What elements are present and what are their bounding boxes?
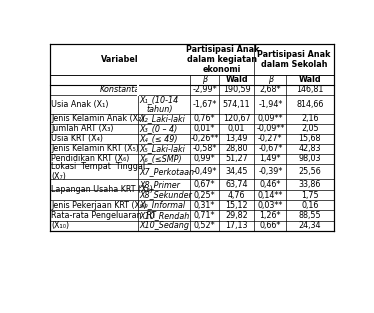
Text: 88,55: 88,55 [298,211,321,220]
Text: 29,82: 29,82 [225,211,248,220]
Text: 0,67*: 0,67* [194,180,215,189]
Text: 120,67: 120,67 [223,114,251,123]
Text: 15,68: 15,68 [298,134,321,143]
Text: -0,58*: -0,58* [192,144,217,153]
Text: 13,49: 13,49 [226,134,248,143]
Text: 0,99*: 0,99* [194,154,215,163]
Text: 0,14**: 0,14** [258,191,283,199]
Text: X₅_Laki-laki: X₅_Laki-laki [140,144,186,153]
Text: -0,49*: -0,49* [192,167,217,176]
Text: 0,03**: 0,03** [258,201,283,209]
Text: 98,03: 98,03 [298,154,321,163]
Text: 17,13: 17,13 [226,221,248,230]
Text: X₂_Laki-laki: X₂_Laki-laki [140,114,186,123]
Text: X8_Primer: X8_Primer [140,180,181,189]
Text: 42,83: 42,83 [298,144,321,153]
Text: β: β [202,75,207,84]
Text: Jenis Kelamin KRT (X₅): Jenis Kelamin KRT (X₅) [51,144,139,153]
Text: 28,80: 28,80 [226,144,248,153]
Text: Usia KRT (X₄): Usia KRT (X₄) [51,134,103,143]
Text: 0,66*: 0,66* [260,221,281,230]
Text: 0,76*: 0,76* [194,114,215,123]
Text: X10_Rendah: X10_Rendah [140,211,190,220]
Text: 0,25*: 0,25* [194,191,215,199]
Text: Jenis Pekerjaan KRT (X₉): Jenis Pekerjaan KRT (X₉) [51,201,147,209]
Text: Jumlah ART (X₃): Jumlah ART (X₃) [51,124,114,133]
Text: 190,59: 190,59 [223,85,251,95]
Text: Pendidikan KRT (X₆): Pendidikan KRT (X₆) [51,154,130,163]
Text: X₄_(≤ 49): X₄_(≤ 49) [140,134,178,143]
Text: Wald: Wald [225,75,248,84]
Text: 2,68*: 2,68* [260,85,281,95]
Text: Lapangan Usaha KRT (X₈): Lapangan Usaha KRT (X₈) [51,185,153,194]
Text: 4,76: 4,76 [228,191,245,199]
Text: Lokasi  Tempat  Tinggal
(X₇): Lokasi Tempat Tinggal (X₇) [51,162,145,181]
Text: 0,16: 0,16 [301,201,319,209]
Text: 0,71*: 0,71* [194,211,215,220]
Text: -0,26**: -0,26** [190,134,219,143]
Text: X₉_Informal: X₉_Informal [140,201,186,209]
Text: 574,11: 574,11 [223,100,251,109]
Text: 0,52*: 0,52* [194,221,215,230]
Text: 0,09**: 0,09** [258,114,283,123]
Text: 33,86: 33,86 [299,180,321,189]
Text: 51,27: 51,27 [225,154,248,163]
Text: Variabel: Variabel [101,55,139,64]
Text: 15,12: 15,12 [225,201,248,209]
Text: Usia Anak (X₁): Usia Anak (X₁) [51,100,109,109]
Text: 0,01*: 0,01* [194,124,215,133]
Text: Wald: Wald [298,75,321,84]
Text: 63,74: 63,74 [226,180,248,189]
Text: 24,34: 24,34 [298,221,321,230]
Text: X8_Sekunder: X8_Sekunder [140,191,193,199]
Text: 814,66: 814,66 [296,100,324,109]
Text: Jenis Kelamin Anak (X₂): Jenis Kelamin Anak (X₂) [51,114,145,123]
Text: 25,56: 25,56 [298,167,321,176]
Text: 34,45: 34,45 [226,167,248,176]
Text: 2,05: 2,05 [301,124,319,133]
Text: β: β [268,75,273,84]
Text: X7_Perkotaan: X7_Perkotaan [140,167,195,176]
Text: Partisipasi Anak
dalam kegiatan
ekonomi: Partisipasi Anak dalam kegiatan ekonomi [186,44,259,74]
Text: -0,67*: -0,67* [258,144,282,153]
Text: 0,31*: 0,31* [194,201,215,209]
Text: 1,26*: 1,26* [260,211,281,220]
Text: Rata-rata Pengeluaran  RT
(X₁₀): Rata-rata Pengeluaran RT (X₁₀) [51,211,157,230]
Text: 0,46*: 0,46* [260,180,281,189]
Text: 1,75: 1,75 [301,191,319,199]
Text: 146,81: 146,81 [296,85,324,95]
Text: -1,67*: -1,67* [192,100,217,109]
Text: 2,16: 2,16 [301,114,319,123]
Text: -2,99*: -2,99* [192,85,217,95]
Text: X10_Sedang: X10_Sedang [140,221,190,230]
Text: 0,01: 0,01 [228,124,245,133]
Text: Partisipasi Anak
dalam Sekolah: Partisipasi Anak dalam Sekolah [257,49,331,69]
Text: X₁_(10-14
tahun): X₁_(10-14 tahun) [140,95,179,114]
Text: X₃_(0 – 4): X₃_(0 – 4) [140,124,178,133]
Text: 1,49*: 1,49* [260,154,281,163]
Text: -0,09**: -0,09** [256,124,285,133]
Text: X₆_(≤SMP): X₆_(≤SMP) [140,154,183,163]
Text: -0,27*: -0,27* [258,134,283,143]
Text: -1,94*: -1,94* [258,100,282,109]
Text: Konstanta: Konstanta [100,85,140,95]
Text: -0,39*: -0,39* [258,167,282,176]
